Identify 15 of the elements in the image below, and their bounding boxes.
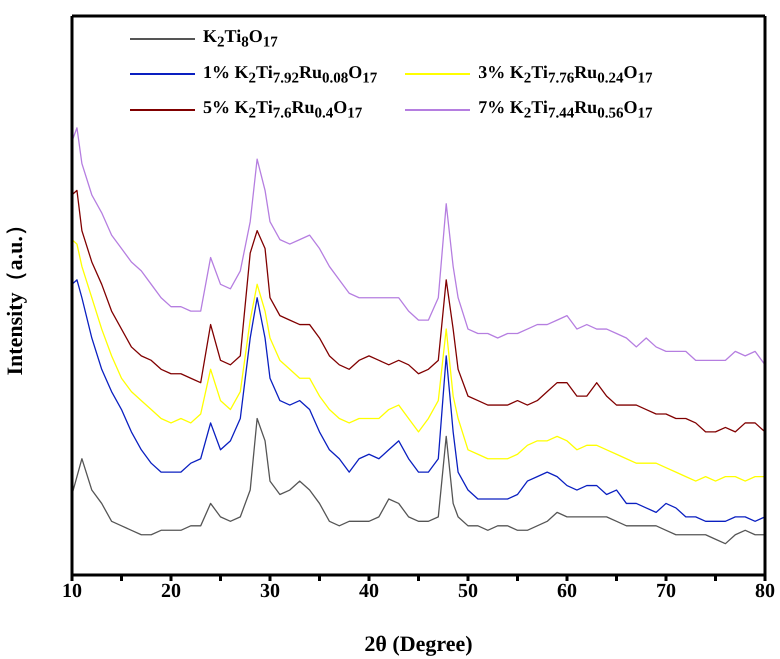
legend-label: 3% K$_{2}$Ti$_{7.76}$Ru$_{0.24}$O$_{17}$ (478, 62, 652, 88)
x-tick-label: 30 (260, 580, 280, 602)
x-tick-label: 40 (359, 580, 379, 602)
x-tick-label: 50 (458, 580, 478, 602)
x-tick-label: 10 (62, 580, 82, 602)
legend-label: K$_{2}$Ti$_{8}$O$_{17}$ (203, 26, 278, 52)
x-tick-label: 80 (755, 580, 775, 602)
x-axis-title: 2θ (Degree) (364, 631, 473, 656)
legend-label: 1% K$_{2}$Ti$_{7.92}$Ru$_{0.08}$O$_{17}$ (203, 62, 378, 88)
x-tick-label: 70 (656, 580, 676, 602)
legend-label: 5% K$_{2}$Ti$_{7.6}$Ru$_{0.4}$O$_{17}$ (203, 97, 362, 123)
x-tick-label: 20 (161, 580, 181, 602)
legend-label: 7% K$_{2}$Ti$_{7.44}$Ru$_{0.56}$O$_{17}$ (478, 97, 652, 123)
y-axis-title: Intensity（a.u.） (2, 214, 27, 376)
x-tick-label: 60 (557, 580, 577, 602)
